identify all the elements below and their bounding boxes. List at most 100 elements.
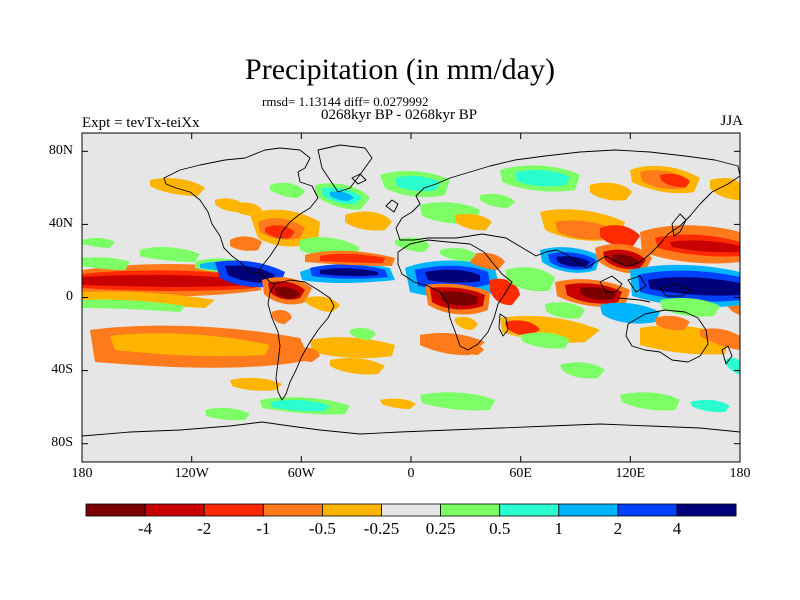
field-patch	[82, 237, 115, 248]
lon-label-0: 0	[407, 466, 415, 481]
colorbar-label: 1	[554, 519, 564, 538]
lon-label-120e: 120E	[615, 466, 646, 481]
field-patch	[270, 182, 305, 198]
field-patch	[440, 291, 478, 306]
field-patch	[205, 407, 250, 421]
field-patch	[345, 211, 392, 231]
field-patch	[670, 240, 740, 253]
coastline-eurasia	[395, 149, 740, 269]
colorbar-swatch	[440, 503, 501, 517]
field-patch	[590, 182, 632, 201]
field-patch	[545, 302, 585, 319]
lat-label-80n: 80N	[48, 143, 73, 158]
field-patch	[230, 236, 262, 251]
field-patch	[660, 298, 720, 317]
field-patch	[265, 225, 295, 239]
coastline-madagascar	[498, 313, 509, 337]
colorbar-label: -0.5	[308, 519, 336, 538]
period-line: 0268kyr BP - 0268kyr BP	[321, 107, 478, 123]
field-patch	[140, 247, 200, 262]
lon-label-180w: 180	[71, 466, 93, 481]
field-patch	[82, 257, 130, 270]
coastline-new-guinea	[659, 283, 691, 297]
colorbar-label: 0.25	[425, 519, 456, 538]
field-patch	[330, 191, 354, 201]
field-patch	[710, 178, 740, 200]
coastline-new-zealand	[721, 345, 733, 365]
lon-label-60e: 60E	[509, 466, 532, 481]
field-patch	[395, 175, 440, 192]
chart-title: Precipitation (in mm/day)	[245, 53, 555, 86]
lon-tick-marks	[81, 133, 741, 462]
field-patch	[425, 269, 480, 283]
colorbar-swatch	[203, 503, 264, 517]
field-patch	[275, 286, 300, 299]
colorbar	[85, 503, 737, 517]
field-patch	[480, 193, 515, 208]
colorbar-swatch	[144, 503, 205, 517]
field-patch	[560, 362, 605, 379]
field-patch	[612, 254, 640, 267]
coastline-antarctica	[82, 421, 740, 437]
field-patch	[310, 337, 395, 359]
lat-label-80s: 80S	[51, 435, 73, 450]
field-patch	[230, 377, 282, 391]
coastline-north-america	[163, 147, 319, 275]
colorbar-label: -0.25	[363, 519, 400, 538]
field-patch	[648, 277, 740, 296]
field-patch	[505, 267, 555, 292]
field-patch	[110, 333, 270, 357]
colorbar-label: 4	[672, 519, 682, 538]
field-patch	[272, 310, 292, 324]
field-patch	[82, 274, 248, 287]
field-patch	[330, 358, 385, 375]
field-patch	[600, 225, 640, 247]
coastline-british-isles	[385, 199, 399, 213]
field-patch	[515, 169, 570, 187]
coastline-australia	[625, 309, 709, 363]
field-patch	[490, 278, 520, 306]
colorbar-label: -2	[197, 519, 212, 538]
stats-line: rmsd= 1.13144 diff= 0.0279992	[262, 94, 429, 109]
field-patch	[420, 392, 495, 411]
field-patch	[440, 247, 476, 262]
field-patch	[600, 302, 660, 324]
lat-label-40n: 40N	[48, 216, 73, 231]
field-patch	[230, 202, 262, 216]
field-patch	[270, 399, 330, 412]
colorbar-label: 0.5	[489, 519, 511, 538]
field-patch	[620, 392, 680, 411]
colorbar-label: -1	[256, 519, 271, 538]
colorbar-label: 2	[613, 519, 623, 538]
field-patch	[655, 315, 690, 331]
field-patch	[660, 173, 690, 188]
coastline-greenland	[317, 144, 373, 193]
field-patch	[150, 177, 205, 196]
lat-tick-marks	[82, 150, 740, 445]
coastline-south-america	[267, 279, 335, 401]
field-patch	[556, 256, 590, 267]
lat-label-40s: 40S	[51, 362, 73, 377]
coastline-central-america	[257, 271, 276, 285]
colorbar-swatch	[85, 503, 146, 517]
colorbar-swatch	[381, 503, 441, 517]
colorbar-swatch	[321, 503, 382, 517]
field-patch	[455, 316, 478, 330]
field-patch	[82, 299, 185, 312]
field-patch	[455, 213, 492, 231]
colorbar-swatch	[262, 503, 323, 517]
field-patch	[320, 268, 378, 277]
colorbar-swatch	[499, 503, 560, 517]
season-label: JJA	[720, 113, 743, 129]
coastlines	[82, 144, 740, 437]
lon-label-60w: 60W	[287, 466, 315, 481]
coastline-africa	[397, 239, 513, 351]
lon-label-180e: 180	[729, 466, 751, 481]
colorbar-label: -4	[138, 519, 153, 538]
field-patch	[520, 332, 570, 349]
coastline-japan	[671, 213, 687, 237]
field-patch	[320, 253, 385, 263]
experiment-label: Expt = tevTx-teiXx	[82, 115, 200, 131]
field-patch	[350, 327, 376, 340]
